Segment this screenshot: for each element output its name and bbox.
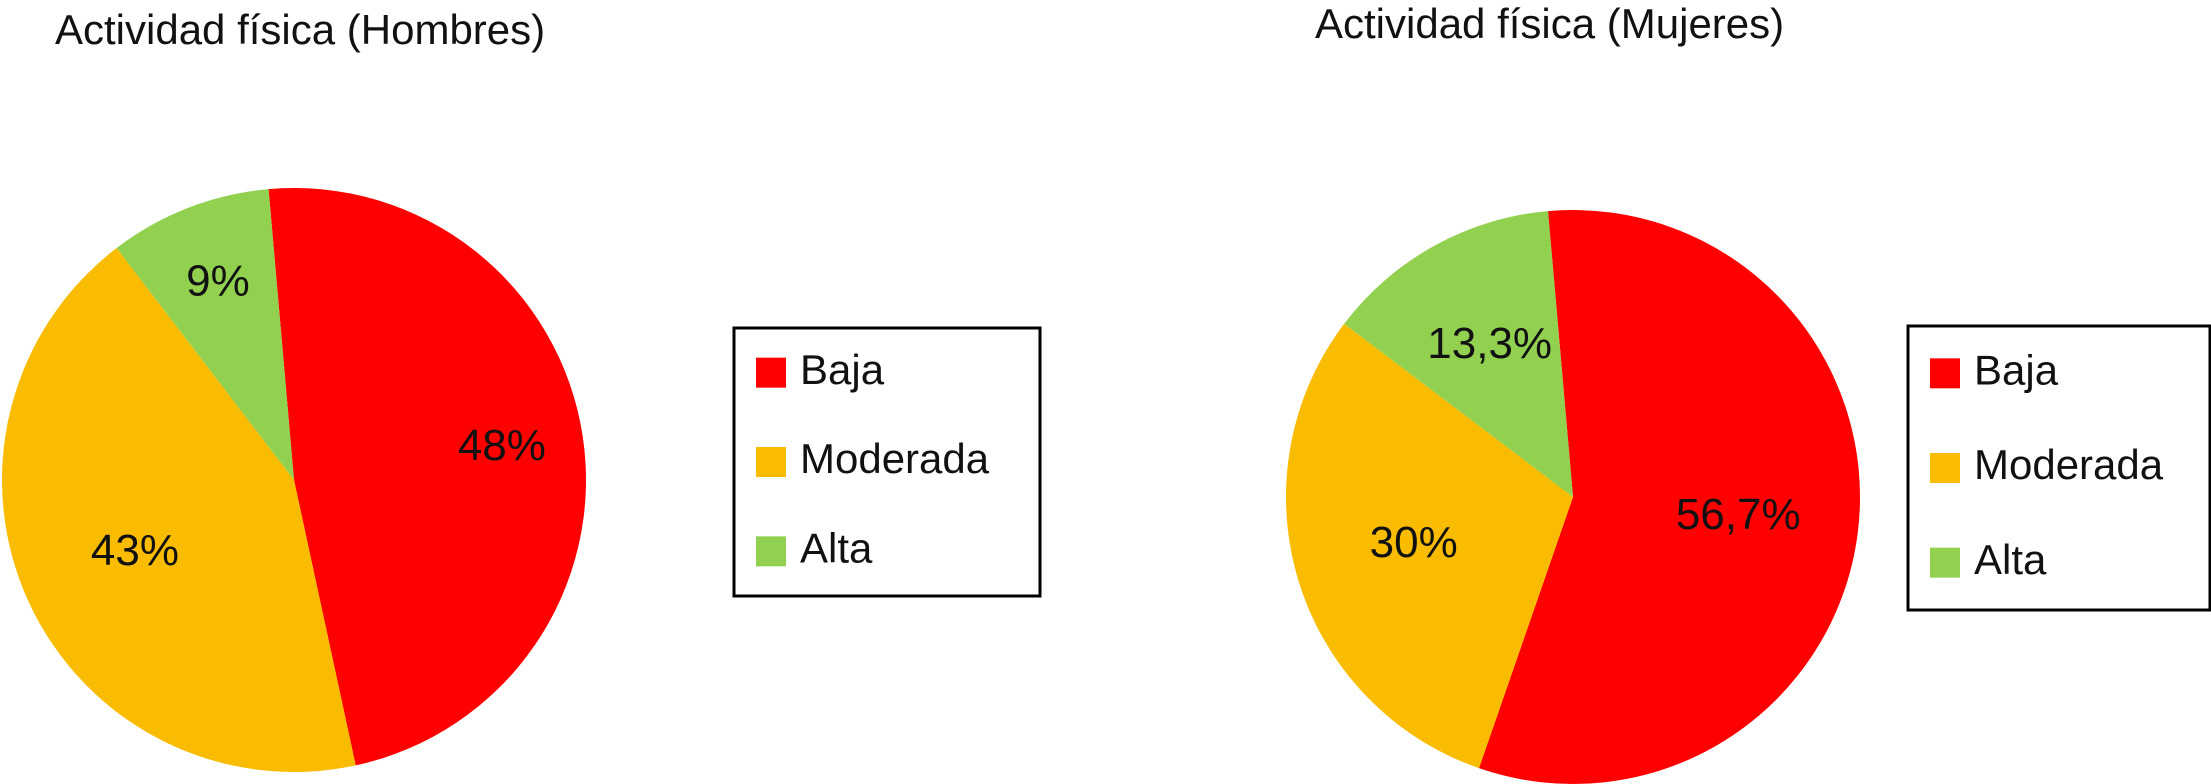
legend-swatch-alta [756,536,786,567]
data-label-moderada: 43% [91,526,179,575]
legend-label-baja: Baja [800,346,885,393]
legend-swatch-baja [756,357,786,388]
chart-title: Actividad física (Mujeres) [1315,0,1784,47]
pie-slice-moderada [1285,323,1573,769]
pie-slice-moderada [1,248,356,772]
data-label-baja: 48% [458,421,546,470]
pie-slice-alta [1344,211,1573,498]
pie-slices [1285,210,1860,784]
legend-label-moderada: Moderada [800,435,990,482]
data-label-baja: 56,7% [1676,490,1801,539]
pie-slice-baja [1478,210,1860,784]
legend-label-alta: Alta [1974,536,2047,583]
legend-swatch-moderada [756,447,786,477]
data-label-alta: 9% [186,257,250,306]
legend-swatch-baja [1930,358,1960,389]
pie-labels: 56,7% 30% 13,3% [1370,319,1801,567]
chart-mujeres: Actividad física (Mujeres) 56,7% 30% 13,3%… [1285,0,2211,784]
legend: Baja Moderada Alta [732,326,1042,598]
pie-slices [1,187,587,772]
legend: Baja Moderada Alta [1906,324,2211,612]
pie-slice-alta [116,189,294,480]
data-label-alta: 13,3% [1427,319,1552,368]
data-label-moderada: 30% [1370,518,1458,567]
legend-label-baja: Baja [1974,346,2059,393]
legend-swatch-moderada [1930,453,1960,483]
legend-label-alta: Alta [800,524,873,571]
chart-title: Actividad física (Hombres) [55,6,545,53]
pie-labels: 48% 43% 9% [91,257,546,575]
pie-slice-baja [268,187,587,766]
legend-label-moderada: Moderada [1974,441,2164,488]
chart-hombres: Actividad física (Hombres) 48% 43% 9% Baja… [1,6,1042,772]
legend-swatch-alta [1930,547,1960,578]
